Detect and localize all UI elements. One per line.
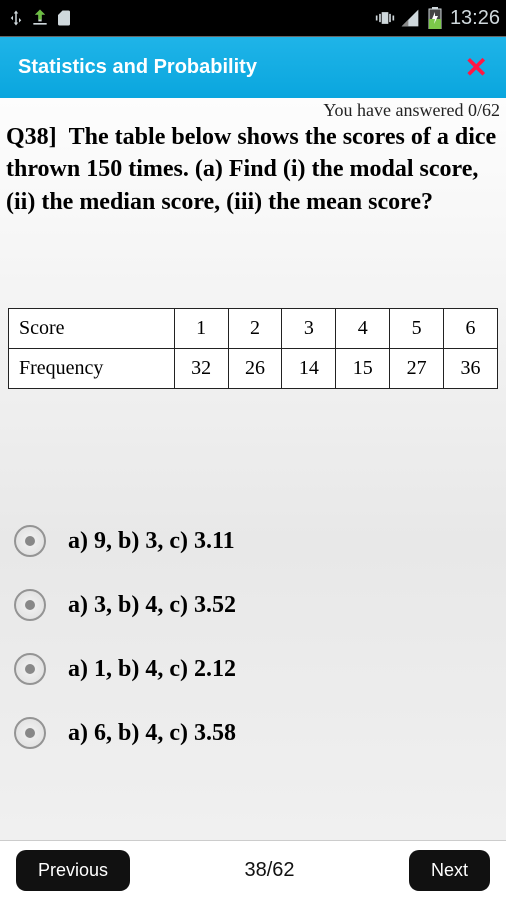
cell-score: 5 — [390, 309, 444, 349]
cell-frequency: 14 — [282, 349, 336, 389]
cell-score: 6 — [444, 309, 498, 349]
option-row[interactable]: a) 6, b) 4, c) 3.58 — [14, 701, 492, 765]
status-right-icons: 13:26 — [375, 7, 500, 30]
cell-frequency: 32 — [174, 349, 228, 389]
cell-frequency: 36 — [444, 349, 498, 389]
close-icon[interactable]: ✕ — [465, 51, 488, 84]
question-text: Q38] The table below shows the scores of… — [0, 121, 506, 218]
answer-options: a) 9, b) 3, c) 3.11 a) 3, b) 4, c) 3.52 … — [0, 509, 506, 765]
upload-icon — [30, 8, 50, 28]
data-table: Score 1 2 3 4 5 6 Frequency 32 26 14 15 … — [8, 308, 498, 389]
radio-icon[interactable] — [14, 525, 46, 557]
cell-score: 1 — [174, 309, 228, 349]
radio-icon[interactable] — [14, 589, 46, 621]
cell-score: 4 — [336, 309, 390, 349]
question-body: The table below shows the scores of a di… — [6, 124, 496, 215]
option-row[interactable]: a) 9, b) 3, c) 3.11 — [14, 509, 492, 573]
question-number: Q38] — [6, 124, 57, 150]
option-row[interactable]: a) 1, b) 4, c) 2.12 — [14, 637, 492, 701]
vibrate-icon — [375, 8, 395, 28]
sd-card-icon — [54, 8, 74, 28]
cell-frequency: 15 — [336, 349, 390, 389]
status-left-icons — [6, 8, 74, 28]
cell-score: 2 — [228, 309, 282, 349]
page-title: Statistics and Probability — [18, 56, 257, 79]
option-label: a) 1, b) 4, c) 2.12 — [68, 656, 236, 683]
option-row[interactable]: a) 3, b) 4, c) 3.52 — [14, 573, 492, 637]
cell-frequency: 26 — [228, 349, 282, 389]
next-button[interactable]: Next — [409, 850, 490, 891]
table-row: Score 1 2 3 4 5 6 — [9, 309, 498, 349]
clock-text: 13:26 — [450, 7, 500, 30]
option-label: a) 9, b) 3, c) 3.11 — [68, 528, 235, 555]
option-label: a) 6, b) 4, c) 3.58 — [68, 720, 236, 747]
nav-bar: Previous 38/62 Next — [0, 840, 506, 900]
table-row: Frequency 32 26 14 15 27 36 — [9, 349, 498, 389]
previous-button[interactable]: Previous — [16, 850, 130, 891]
usb-icon — [6, 8, 26, 28]
radio-icon[interactable] — [14, 717, 46, 749]
question-content: You have answered 0/62 Q38] The table be… — [0, 98, 506, 840]
option-label: a) 3, b) 4, c) 3.52 — [68, 592, 236, 619]
row-label-frequency: Frequency — [9, 349, 175, 389]
cell-score: 3 — [282, 309, 336, 349]
signal-icon — [400, 8, 420, 28]
android-status-bar: 13:26 — [0, 0, 506, 36]
progress-text: You have answered 0/62 — [0, 98, 506, 121]
page-counter: 38/62 — [244, 859, 294, 882]
radio-icon[interactable] — [14, 653, 46, 685]
app-header: Statistics and Probability ✕ — [0, 36, 506, 98]
cell-frequency: 27 — [390, 349, 444, 389]
row-label-score: Score — [9, 309, 175, 349]
battery-charging-icon — [425, 8, 445, 28]
